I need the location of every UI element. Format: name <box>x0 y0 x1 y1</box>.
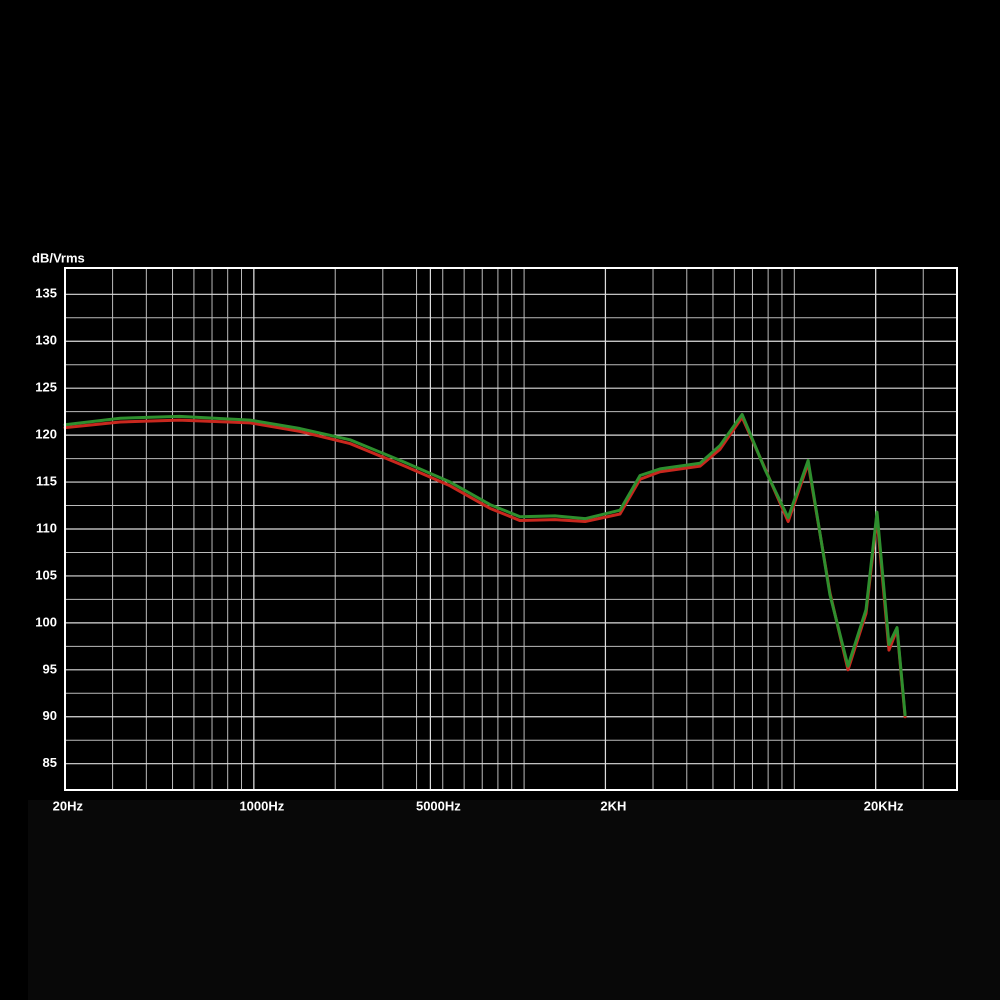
x-tick-label: 1000Hz <box>239 798 284 813</box>
plot-frame <box>64 267 958 791</box>
grid <box>64 268 957 790</box>
y-tick-label: 100 <box>35 614 57 629</box>
x-tick-label: 20Hz <box>53 798 84 813</box>
y-tick-label: 90 <box>43 708 57 723</box>
x-tick-label: 2KH <box>600 798 626 813</box>
series-line <box>63 415 907 719</box>
y-tick-label: 105 <box>35 567 57 582</box>
lines <box>63 412 907 719</box>
x-tick-label: 5000Hz <box>416 798 461 813</box>
y-tick-label: 125 <box>35 380 57 395</box>
y-tick-label: 120 <box>35 427 57 442</box>
y-axis-label: dB/Vrms <box>32 250 85 265</box>
series-line <box>63 412 907 717</box>
y-tick-label: 130 <box>35 333 57 348</box>
bottom-panel <box>28 800 1000 1000</box>
x-tick-label: 20KHz <box>864 798 904 813</box>
y-tick-label: 135 <box>35 286 57 301</box>
y-tick-label: 85 <box>43 755 57 770</box>
y-tick-label: 95 <box>43 661 57 676</box>
y-tick-label: 110 <box>36 520 57 535</box>
y-tick-label: 115 <box>36 473 57 488</box>
